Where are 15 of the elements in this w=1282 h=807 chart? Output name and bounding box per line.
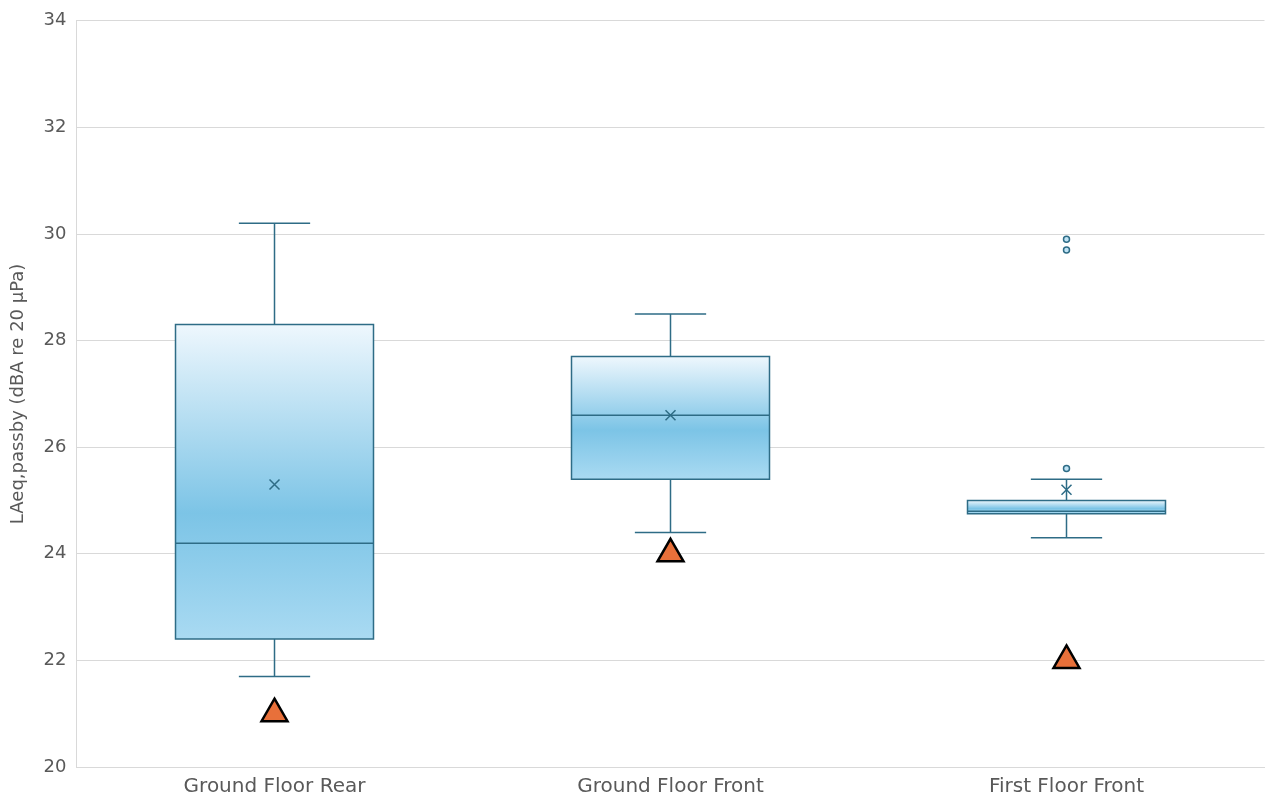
y-tick-label: 28	[43, 328, 67, 350]
y-axis-title: LAeq,passby (dBA re 20 μPa)	[6, 263, 28, 525]
y-tick-label: 32	[43, 115, 67, 137]
y-tick-label: 26	[43, 434, 67, 456]
point	[1052, 644, 1081, 670]
x-tick-label: Ground Floor Rear	[183, 773, 367, 798]
y-tick-label: 30	[43, 221, 67, 243]
point	[656, 537, 685, 563]
y-tick-label: 34	[43, 8, 67, 30]
point	[260, 697, 289, 723]
x-tick-label: Ground Floor Front	[577, 773, 764, 798]
y-tick-label: 20	[43, 754, 67, 776]
x-tick-label: First Floor Front	[988, 773, 1145, 798]
y-tick-label: 24	[43, 541, 67, 563]
y-tick-label: 22	[43, 648, 67, 670]
